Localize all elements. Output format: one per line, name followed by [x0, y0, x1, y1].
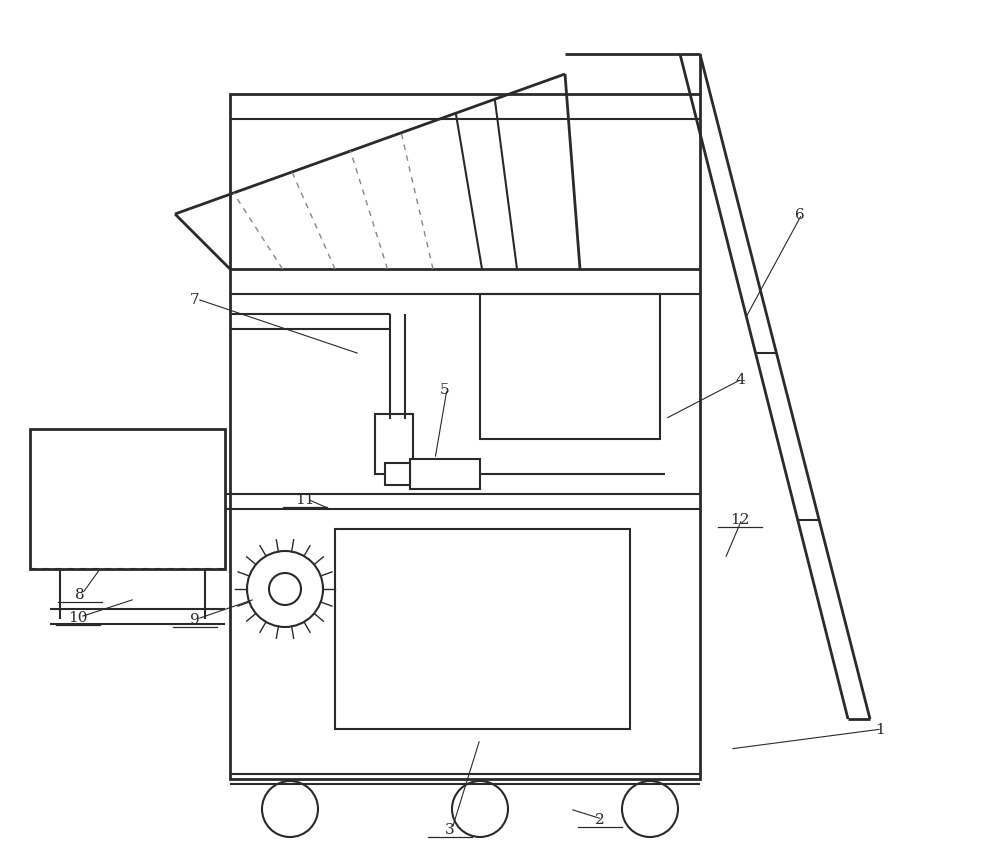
Bar	[30, 430, 225, 569]
Text: 9: 9	[190, 612, 200, 626]
Bar	[335, 530, 630, 729]
Circle shape	[269, 573, 301, 605]
Bar	[375, 414, 413, 474]
Bar	[410, 460, 480, 489]
Text: 12: 12	[730, 512, 750, 526]
Circle shape	[247, 551, 323, 628]
Bar	[385, 463, 410, 486]
Text: 5: 5	[440, 382, 450, 397]
Text: 1: 1	[875, 722, 885, 736]
Text: 10: 10	[68, 610, 88, 624]
Bar	[480, 294, 660, 439]
Text: 4: 4	[735, 373, 745, 387]
Circle shape	[262, 781, 318, 837]
Text: 11: 11	[295, 492, 315, 506]
Text: 2: 2	[595, 812, 605, 826]
Text: 8: 8	[75, 587, 85, 601]
Circle shape	[452, 781, 508, 837]
Bar	[230, 95, 700, 779]
Text: 6: 6	[795, 208, 805, 222]
Text: 3: 3	[445, 822, 455, 836]
Text: 7: 7	[190, 293, 200, 307]
Circle shape	[622, 781, 678, 837]
